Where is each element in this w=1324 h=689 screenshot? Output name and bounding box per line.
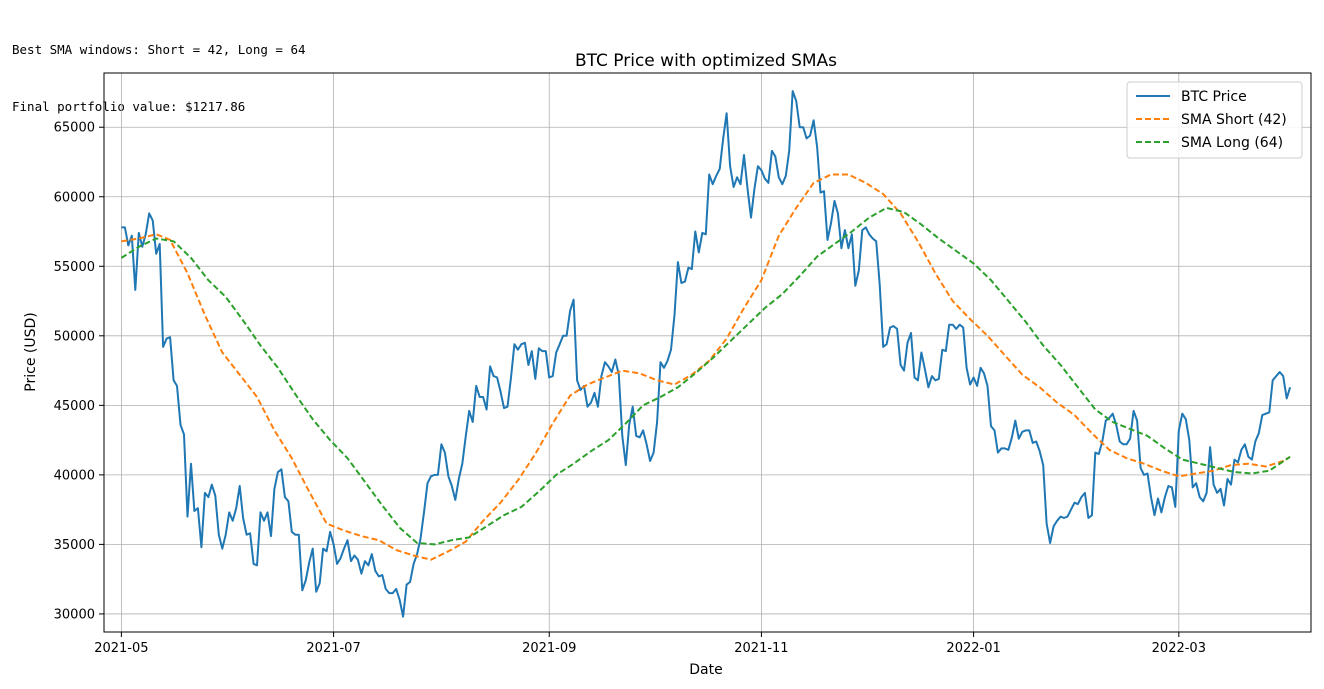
console-output: Best SMA windows: Short = 42, Long = 64 …: [12, 2, 306, 135]
x-tick-label: 2021-09: [522, 641, 576, 656]
y-tick-label: 60000: [54, 190, 95, 205]
x-axis-ticks: 2021-05 2021-07 2021-09 2021-11 2022-01 2022-…: [94, 632, 1206, 656]
chart-title: BTC Price with optimized SMAs: [575, 51, 837, 71]
y-tick-label: 65000: [54, 121, 95, 136]
grid-lines: [104, 73, 1311, 632]
y-axis-ticks: 30000 35000 40000 45000 50000 55000 60000 65000: [54, 121, 104, 622]
y-tick-label: 50000: [54, 329, 95, 344]
console-line-portfolio-value: Final portfolio value: $1217.86: [12, 99, 246, 114]
series-lines: [120, 90, 1292, 618]
series-line-0: [121, 90, 1292, 618]
y-tick-label: 30000: [54, 607, 95, 622]
y-tick-label: 40000: [54, 468, 95, 483]
legend-label-1: SMA Short (42): [1181, 112, 1287, 128]
y-tick-label: 35000: [54, 538, 95, 553]
x-tick-label: 2021-11: [734, 641, 788, 656]
legend-label-2: SMA Long (64): [1181, 135, 1283, 151]
y-tick-label: 45000: [54, 399, 95, 414]
x-tick-label: 2021-07: [306, 641, 360, 656]
x-tick-label: 2022-03: [1152, 641, 1206, 656]
legend: BTC Price SMA Short (42) SMA Long (64): [1126, 81, 1303, 159]
series-line-2: [120, 206, 1291, 546]
plot-frame: [103, 72, 1312, 633]
x-tick-label: 2021-05: [94, 641, 148, 656]
console-line-best-windows: Best SMA windows: Short = 42, Long = 64: [12, 42, 306, 57]
series-line-1: [121, 173, 1291, 561]
y-axis-label: Price (USD): [23, 312, 39, 391]
legend-box: [1126, 81, 1303, 159]
x-axis-label: Date: [689, 662, 722, 678]
y-tick-label: 55000: [54, 260, 95, 275]
x-tick-label: 2022-01: [946, 641, 1000, 656]
legend-label-0: BTC Price: [1181, 89, 1247, 105]
